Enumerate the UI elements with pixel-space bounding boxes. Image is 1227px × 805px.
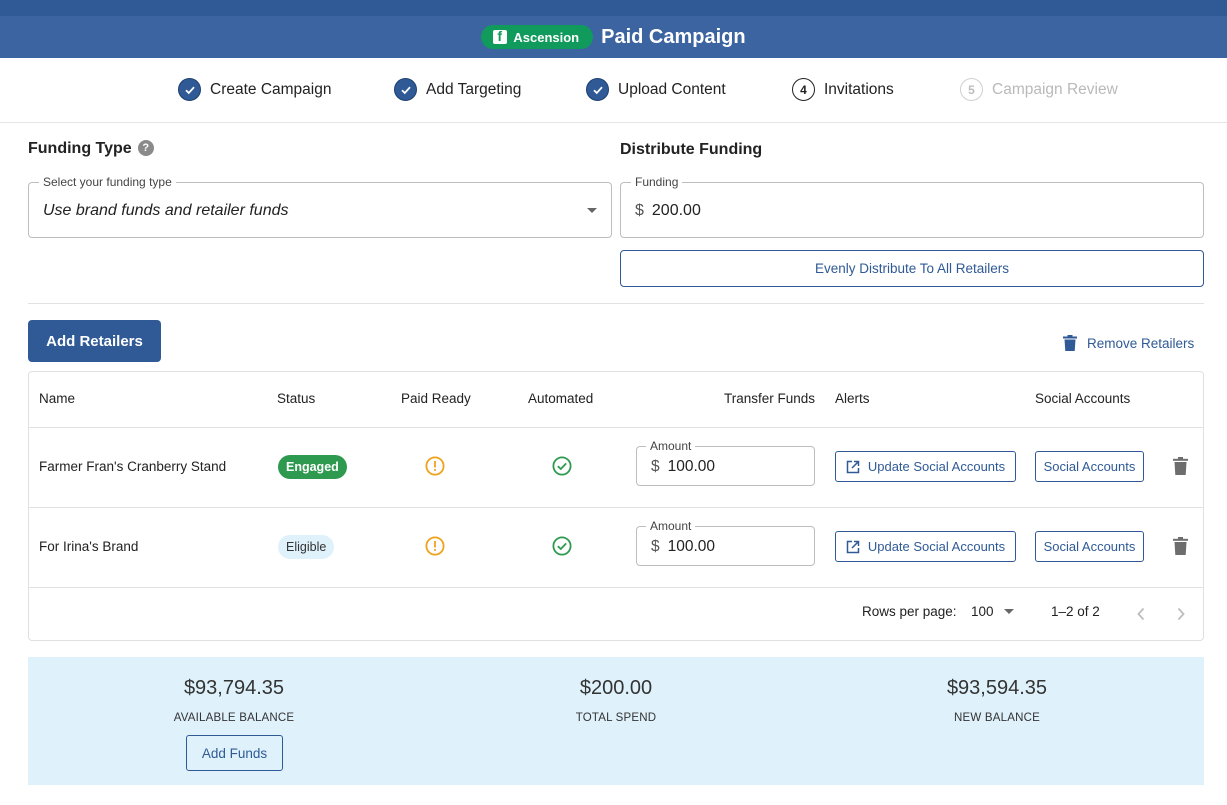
external-link-icon	[846, 540, 860, 553]
retailers-table: Name Status Paid Ready Automated Transfe…	[28, 371, 1204, 641]
amount-input[interactable]: Amount $100.00	[636, 519, 815, 566]
column-header-name[interactable]: Name	[39, 391, 76, 406]
brand-label: Ascension	[513, 29, 580, 45]
facebook-icon	[493, 28, 508, 44]
app-header: Ascension Paid Campaign	[0, 0, 1227, 58]
rows-per-page-value: 100	[971, 604, 994, 619]
delete-row-icon[interactable]	[1173, 537, 1188, 555]
retailer-name: For Irina's Brand	[39, 539, 139, 554]
balance-summary: $93,794.35 AVAILABLE BALANCE Add Funds $…	[28, 657, 1204, 785]
campaign-stepper: Create Campaign Add Targeting Upload Con…	[0, 58, 1227, 123]
step-label: Campaign Review	[992, 80, 1118, 98]
update-social-accounts-label: Update Social Accounts	[867, 459, 1006, 474]
chevron-right-icon[interactable]	[1176, 607, 1186, 621]
help-icon[interactable]: ?	[137, 140, 154, 156]
warning-circle-icon	[425, 456, 445, 476]
update-social-accounts-button[interactable]: Update Social Accounts	[835, 531, 1016, 562]
available-balance-amount: $93,794.35	[183, 677, 285, 699]
column-header-social-accounts[interactable]: Social Accounts	[1035, 391, 1131, 406]
funding-input-label: Funding	[631, 175, 683, 189]
amount-label: Amount	[646, 439, 696, 453]
step-campaign-review: 5 Campaign Review	[960, 78, 1118, 101]
currency-symbol: $	[651, 538, 660, 555]
rows-per-page-label: Rows per page:	[862, 604, 957, 619]
amount-number: 100.00	[667, 458, 716, 475]
social-accounts-button[interactable]: Social Accounts	[1035, 531, 1144, 562]
funding-type-select-label: Select your funding type	[39, 175, 176, 189]
funding-input-value: $200.00	[635, 202, 701, 220]
step-label: Add Targeting	[426, 80, 522, 98]
funding-type-select-value: Use brand funds and retailer funds	[43, 202, 289, 219]
chevron-down-icon	[587, 208, 597, 213]
remove-retailers-button[interactable]: Remove Retailers	[1063, 335, 1194, 351]
warning-circle-icon	[425, 536, 445, 556]
amount-value: $100.00	[651, 458, 715, 476]
check-circle-icon	[178, 78, 201, 101]
column-header-alerts[interactable]: Alerts	[835, 391, 870, 406]
update-social-accounts-button[interactable]: Update Social Accounts	[835, 451, 1016, 482]
check-circle-icon	[586, 78, 609, 101]
funding-type-select[interactable]: Select your funding type Use brand funds…	[28, 175, 612, 238]
step-label: Invitations	[824, 80, 894, 98]
section-divider	[28, 303, 1204, 304]
column-header-status[interactable]: Status	[277, 391, 316, 406]
funding-input[interactable]: Funding $200.00	[620, 175, 1204, 238]
step-label: Create Campaign	[210, 80, 332, 98]
delete-row-icon[interactable]	[1173, 457, 1188, 475]
total-spend-amount: $200.00	[579, 677, 653, 699]
step-create-campaign[interactable]: Create Campaign	[178, 78, 331, 101]
update-social-accounts-label: Update Social Accounts	[867, 539, 1006, 554]
row-divider	[29, 587, 1203, 588]
currency-symbol: $	[651, 458, 660, 475]
column-header-paid-ready[interactable]: Paid Ready	[401, 391, 471, 406]
column-header-transfer-funds[interactable]: Transfer Funds	[724, 391, 816, 406]
evenly-distribute-button[interactable]: Evenly Distribute To All Retailers	[620, 250, 1204, 287]
available-balance-label: AVAILABLE BALANCE	[173, 712, 295, 724]
pagination-range: 1–2 of 2	[1051, 604, 1100, 619]
status-badge: Engaged	[278, 455, 347, 479]
amount-input[interactable]: Amount $100.00	[636, 439, 815, 486]
add-funds-button[interactable]: Add Funds	[186, 735, 283, 771]
check-circle-icon	[552, 536, 572, 556]
header-inner: Ascension Paid Campaign	[0, 16, 1227, 58]
new-balance-label: NEW BALANCE	[954, 712, 1040, 724]
total-spend-label: TOTAL SPEND	[575, 712, 657, 724]
currency-symbol: $	[635, 202, 644, 219]
amount-number: 100.00	[667, 538, 716, 555]
check-circle-icon	[552, 456, 572, 476]
social-accounts-button[interactable]: Social Accounts	[1035, 451, 1144, 482]
retailer-name: Farmer Fran's Cranberry Stand	[39, 459, 227, 474]
step-invitations[interactable]: 4 Invitations	[792, 78, 894, 101]
funding-type-title: Funding Type	[28, 140, 132, 157]
rows-per-page-select[interactable]: 100	[971, 604, 1014, 619]
funding-amount: 200.00	[651, 202, 701, 219]
remove-retailers-label: Remove Retailers	[1087, 335, 1195, 351]
row-divider	[29, 427, 1203, 428]
amount-value: $100.00	[651, 538, 715, 556]
distribute-funding-title: Distribute Funding	[620, 141, 763, 158]
chevron-down-icon	[1003, 609, 1014, 614]
funding-type-heading: Funding Type?	[28, 140, 154, 158]
add-retailers-button[interactable]: Add Retailers	[28, 320, 161, 362]
check-circle-icon	[394, 78, 417, 101]
step-number: 4	[792, 78, 815, 101]
new-balance-amount: $93,594.35	[946, 677, 1048, 699]
page-title: Paid Campaign	[601, 25, 746, 48]
step-label: Upload Content	[618, 80, 726, 98]
trash-icon	[1063, 335, 1077, 351]
step-add-targeting[interactable]: Add Targeting	[394, 78, 521, 101]
brand-pill: Ascension	[481, 25, 594, 49]
external-link-icon	[846, 460, 860, 473]
step-number: 5	[960, 78, 983, 101]
row-divider	[29, 507, 1203, 508]
column-header-automated[interactable]: Automated	[528, 391, 594, 406]
chevron-left-icon[interactable]	[1136, 607, 1146, 621]
amount-label: Amount	[646, 519, 696, 533]
step-upload-content[interactable]: Upload Content	[586, 78, 726, 101]
status-badge: Eligible	[278, 535, 335, 559]
